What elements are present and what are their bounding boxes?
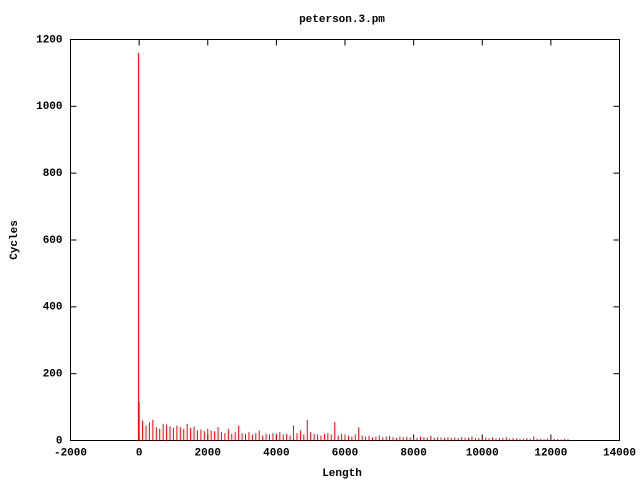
y-tick-label: 0 <box>56 435 63 447</box>
x-tick-label: 2000 <box>195 447 221 459</box>
chart-title: peterson.3.pm <box>299 14 385 26</box>
y-tick-label: 600 <box>43 235 63 247</box>
x-tick-label: 0 <box>136 447 143 459</box>
x-tick-label: 14000 <box>603 447 636 459</box>
x-tick-label: 6000 <box>332 447 358 459</box>
x-tick-label: 8000 <box>400 447 426 459</box>
y-tick-label: 800 <box>43 168 63 180</box>
x-tick-label: 12000 <box>534 447 567 459</box>
x-tick-label: -2000 <box>54 447 87 459</box>
x-axis-label: Length <box>322 468 362 480</box>
y-tick-label: 1200 <box>36 34 62 46</box>
plot-border <box>70 39 620 441</box>
x-tick-label: 10000 <box>466 447 499 459</box>
y-tick-label: 200 <box>43 369 63 381</box>
y-tick-label: 1000 <box>36 101 62 113</box>
y-axis-label: Cycles <box>9 220 21 260</box>
y-tick-label: 400 <box>43 302 63 314</box>
x-tick-label: 4000 <box>263 447 289 459</box>
